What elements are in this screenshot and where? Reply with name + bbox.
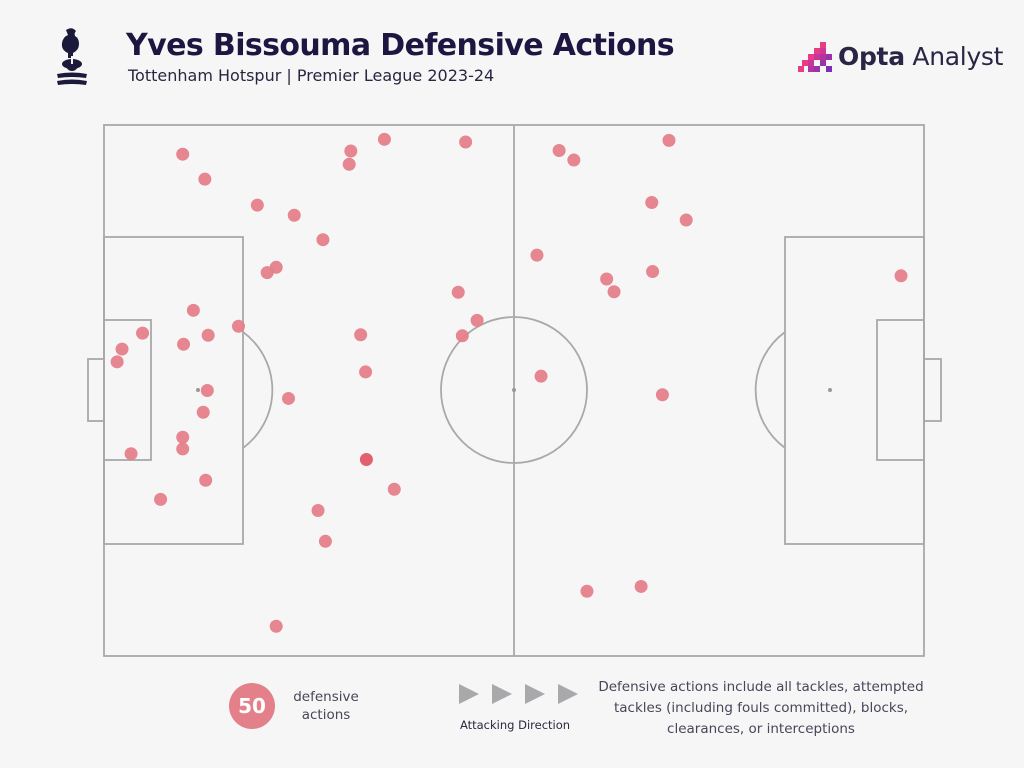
defensive-action-point: [124, 447, 138, 461]
attacking-direction-arrows: [459, 684, 578, 704]
defensive-action-point: [115, 342, 129, 356]
definition-note: Defensive actions include all tackles, a…: [598, 679, 924, 737]
opta-bars-icon: [798, 42, 832, 72]
defensive-action-point: [231, 319, 245, 333]
defensive-action-point: [287, 208, 301, 222]
defensive-action-point: [552, 143, 566, 157]
defensive-action-point: [580, 584, 594, 598]
defensive-action-point: [387, 482, 401, 496]
action-count-label: defensive actions: [293, 689, 359, 723]
defensive-action-point: [354, 328, 368, 342]
defensive-action-point: [359, 453, 373, 467]
defensive-action-point: [470, 313, 484, 327]
defensive-action-point: [530, 248, 544, 262]
right-penalty-box: [784, 236, 925, 545]
defensive-action-point: [186, 303, 200, 317]
defensive-action-point: [250, 198, 264, 212]
defensive-action-point: [451, 285, 465, 299]
defensive-action-point: [600, 272, 614, 286]
defensive-action-point: [311, 504, 325, 518]
defensive-action-point: [269, 619, 283, 633]
defensive-action-points: [110, 132, 908, 633]
crest-icon: [57, 28, 87, 85]
defensive-action-point: [282, 391, 295, 405]
defensive-action-point: [177, 337, 191, 351]
play-arrow-icon: [525, 684, 545, 704]
defensive-action-point: [342, 157, 356, 171]
left-penalty-spot: [196, 388, 200, 392]
left-six-yard-box: [103, 319, 152, 461]
defensive-action-point: [377, 132, 391, 146]
defensive-action-point: [316, 233, 330, 247]
defensive-action-point: [176, 430, 190, 444]
defensive-action-point: [260, 266, 274, 280]
pitch-markings: [87, 124, 942, 657]
defensive-action-point: [662, 133, 676, 147]
defensive-action-point: [318, 534, 332, 548]
left-penalty-box: [103, 236, 244, 545]
play-arrow-icon: [492, 684, 512, 704]
left-goal: [87, 358, 105, 422]
defensive-action-point: [198, 172, 212, 186]
centre-spot: [512, 388, 516, 392]
left-penalty-arc: [242, 331, 274, 449]
defensive-action-point: [136, 326, 150, 340]
defensive-action-point: [344, 144, 358, 158]
defensive-action-point: [534, 369, 548, 383]
brand-name: Opta Analyst: [838, 42, 1004, 71]
defensive-action-point: [176, 147, 190, 161]
defensive-action-point: [200, 384, 214, 397]
chart-title: Yves Bissouma Defensive Actions: [126, 28, 675, 63]
defensive-action-point: [459, 135, 473, 149]
defensive-action-point: [679, 213, 693, 227]
defensive-action-point: [110, 355, 124, 369]
defensive-action-point: [655, 388, 669, 402]
defensive-action-point: [196, 405, 210, 419]
defensive-action-point: [176, 442, 190, 456]
defensive-action-point: [645, 196, 659, 210]
defensive-action-point: [201, 328, 215, 342]
right-penalty-arc: [754, 331, 786, 449]
defensive-action-point: [634, 579, 648, 593]
attacking-direction-label: Attacking Direction: [459, 718, 571, 732]
brand-logo: Opta Analyst: [798, 40, 1003, 76]
play-arrow-icon: [558, 684, 578, 704]
defensive-action-point: [199, 473, 213, 487]
action-count-badge: 50: [229, 683, 275, 729]
defensive-action-point: [154, 492, 168, 506]
right-six-yard-box: [876, 319, 925, 461]
defensive-action-point: [894, 269, 908, 283]
defensive-action-point: [607, 285, 621, 299]
right-penalty-spot: [828, 388, 832, 392]
right-goal: [923, 358, 942, 422]
defensive-action-point: [567, 153, 581, 167]
centre-circle: [440, 316, 588, 464]
defensive-action-point: [359, 365, 373, 379]
defensive-action-point: [455, 329, 469, 343]
chart-subtitle: Tottenham Hotspur | Premier League 2023-…: [128, 66, 495, 85]
defensive-action-point: [646, 265, 660, 279]
play-arrow-icon: [459, 684, 479, 704]
